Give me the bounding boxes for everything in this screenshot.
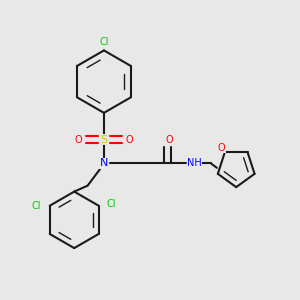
Text: N: N xyxy=(100,158,108,168)
Text: O: O xyxy=(166,135,173,145)
Text: Cl: Cl xyxy=(99,37,109,46)
Text: O: O xyxy=(218,143,226,153)
Text: Cl: Cl xyxy=(31,201,41,211)
Text: O: O xyxy=(125,135,133,145)
Text: S: S xyxy=(100,135,107,145)
Text: Cl: Cl xyxy=(106,199,116,209)
Text: NH: NH xyxy=(187,158,202,168)
Text: O: O xyxy=(75,135,82,145)
